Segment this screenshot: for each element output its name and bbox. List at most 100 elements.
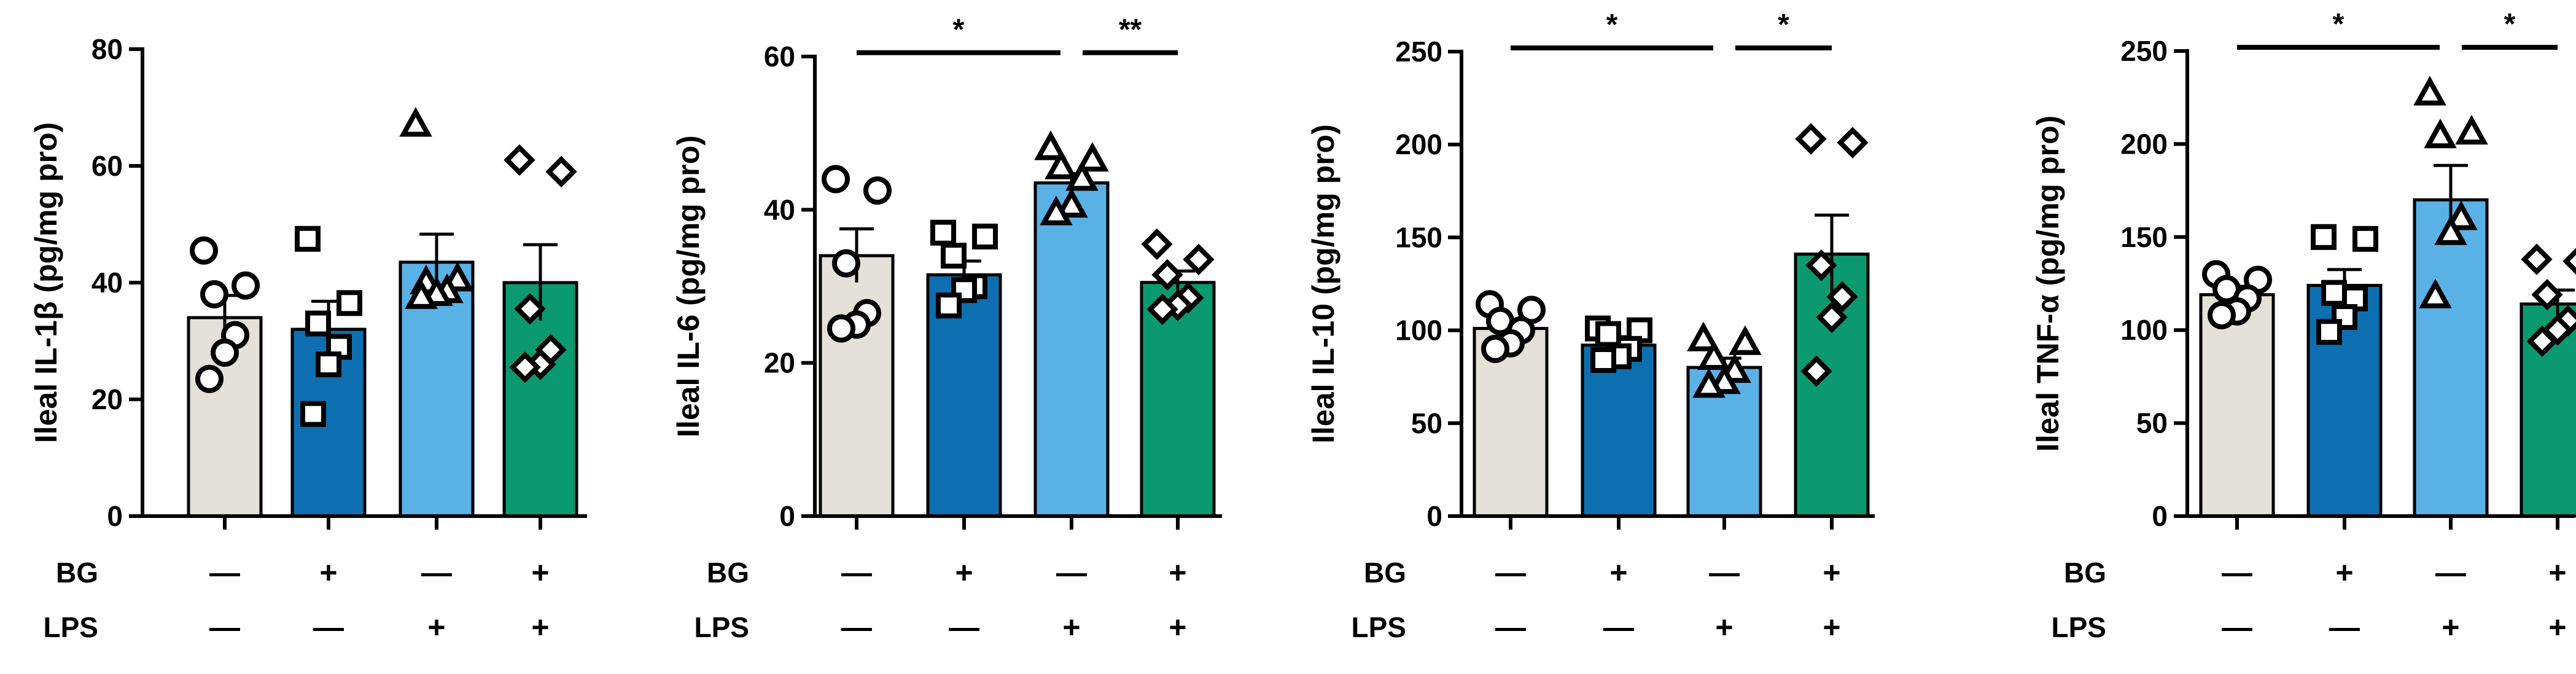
condition-row-label-3-1: BG: [1364, 557, 1406, 589]
data-point-1-2: [232, 271, 260, 300]
condition-value-4-1-1: —: [2222, 555, 2252, 590]
significance-label-4-1: *: [2333, 8, 2344, 41]
data-point-2-6: [827, 314, 855, 343]
condition-value-1-1-2: +: [319, 555, 337, 590]
y-tick-label-1-5: 80: [91, 33, 123, 65]
data-point-2-32: [1183, 243, 1215, 276]
data-point-3-36: [1800, 355, 1832, 387]
condition-row-label-1-1: BG: [56, 557, 98, 589]
condition-value-4-2-3: +: [2442, 610, 2459, 645]
data-point-4-31: [2521, 243, 2553, 275]
data-point-4-23: [2424, 119, 2457, 149]
data-point-2-2: [863, 176, 892, 205]
bar-2-3: [1033, 181, 1110, 518]
condition-value-1-1-3: —: [421, 555, 452, 590]
data-point-3-33: [1805, 249, 1837, 281]
data-point-2-16: [936, 292, 962, 319]
condition-value-3-1-3: —: [1709, 555, 1740, 590]
y-tick-label-3-4: 150: [1395, 221, 1442, 253]
data-point-4-11: [2311, 224, 2337, 250]
data-point-1-21: [399, 107, 432, 137]
data-point-2-13: [941, 243, 967, 269]
y-tick-label-1-4: 60: [91, 150, 123, 182]
data-point-4-24: [2445, 200, 2478, 230]
data-point-2-3: [832, 249, 860, 278]
condition-row-label-4-2: LPS: [2052, 611, 2106, 643]
data-point-2-23: [1045, 149, 1078, 179]
y-tick-label-3-6: 250: [1395, 36, 1442, 68]
condition-value-4-2-4: +: [2548, 610, 2566, 645]
data-point-3-23: [1697, 340, 1730, 370]
condition-value-2-2-4: +: [1169, 610, 1186, 645]
significance-label-3-2: *: [1778, 9, 1789, 41]
data-point-2-21: [1034, 130, 1067, 160]
data-point-3-31: [1795, 123, 1827, 155]
data-point-2-31: [1141, 228, 1173, 261]
data-point-3-22: [1729, 325, 1762, 355]
y-axis-label-4: Ileal TNF-α (pg/mg pro): [2031, 116, 2065, 452]
y-tick-label-2-4: 60: [764, 41, 795, 72]
bar-4-3: [2413, 198, 2489, 518]
y-tick-label-1-1: 0: [107, 500, 123, 532]
condition-value-1-1-1: —: [209, 555, 240, 590]
y-tick-label-3-1: 0: [1426, 500, 1442, 532]
condition-value-4-1-3: —: [2435, 555, 2466, 590]
data-point-2-26: [1040, 195, 1073, 225]
chart-panel-4: 0 50 100 150 200 250 Ileal TNF-α (pg/mg pro) * *…: [2031, 8, 2576, 645]
data-point-1-6: [195, 364, 224, 393]
condition-value-1-2-3: +: [427, 610, 445, 645]
y-tick-label-4-5: 200: [2120, 128, 2168, 160]
data-point-1-1: [190, 236, 218, 265]
y-axis-label-2: Ileal IL-6 (pg/mg pro): [671, 135, 706, 437]
data-point-4-36: [2526, 325, 2558, 358]
condition-value-3-2-1: —: [1495, 610, 1526, 645]
condition-value-1-1-4: +: [531, 555, 549, 590]
data-point-1-11: [295, 225, 321, 252]
data-point-1-13: [305, 310, 331, 337]
bar-1-4: [502, 281, 578, 518]
data-point-2-11: [930, 219, 956, 246]
significance-label-4-2: *: [2504, 8, 2516, 41]
data-point-4-13: [2321, 280, 2347, 306]
data-point-4-33: [2531, 279, 2563, 311]
chart-panel-1: 0 20 40 60 80 Ileal IL-1β (pg/mg pro) BG — + — + LP…: [29, 33, 587, 645]
y-tick-label-4-3: 100: [2120, 314, 2168, 346]
y-tick-label-4-6: 250: [2120, 35, 2168, 67]
bar-4-1: [2199, 293, 2275, 518]
condition-row-label-4-1: BG: [2064, 557, 2106, 589]
condition-value-3-1-1: —: [1495, 555, 1526, 590]
data-point-1-33: [514, 293, 546, 325]
condition-value-1-2-4: +: [531, 610, 549, 645]
condition-value-3-2-3: +: [1715, 610, 1733, 645]
condition-value-3-2-2: —: [1603, 610, 1634, 645]
condition-value-1-2-2: —: [313, 610, 344, 645]
condition-value-4-2-1: —: [2222, 610, 2252, 645]
y-tick-label-2-2: 20: [764, 347, 795, 379]
data-point-1-5: [211, 339, 239, 367]
data-point-1-36: [509, 351, 541, 383]
data-point-3-16: [1590, 347, 1616, 373]
data-point-2-36: [1146, 293, 1178, 326]
y-axis-label-1: Ileal IL-1β (pg/mg pro): [29, 122, 63, 443]
y-tick-label-4-1: 0: [2152, 500, 2168, 532]
y-tick-label-3-3: 100: [1395, 315, 1442, 347]
condition-value-2-2-2: —: [949, 610, 979, 645]
condition-value-1-2-1: —: [209, 610, 240, 645]
data-point-3-26: [1692, 368, 1726, 398]
data-point-1-32: [545, 155, 577, 188]
condition-row-label-2-2: LPS: [695, 611, 749, 643]
data-point-3-6: [1481, 334, 1509, 363]
data-point-1-15: [316, 351, 341, 377]
condition-row-label-3-2: LPS: [1352, 611, 1406, 643]
condition-value-2-1-3: —: [1056, 555, 1087, 590]
data-point-4-26: [2419, 278, 2452, 308]
significance-label-2-2: **: [1119, 14, 1142, 46]
y-tick-label-1-3: 40: [91, 267, 123, 299]
data-point-3-32: [1837, 127, 1869, 159]
condition-value-3-1-2: +: [1609, 555, 1627, 590]
data-point-2-22: [1076, 142, 1109, 172]
data-point-2-12: [972, 223, 998, 249]
data-point-3-21: [1687, 321, 1720, 351]
